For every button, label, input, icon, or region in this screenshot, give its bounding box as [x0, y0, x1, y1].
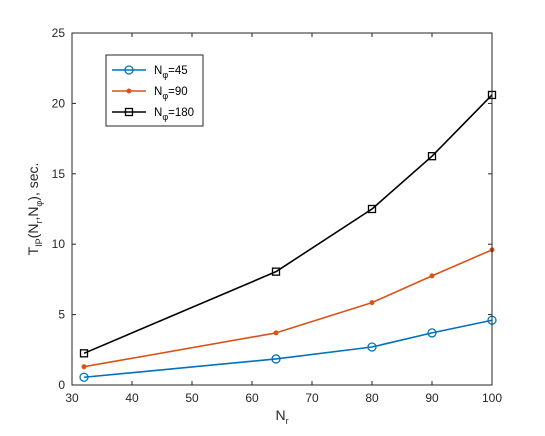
y-tick-label: 5	[58, 308, 65, 322]
data-point	[427, 152, 437, 161]
x-tick-label: 80	[365, 391, 379, 405]
y-tick-label: 15	[52, 167, 66, 181]
series-line	[83, 94, 493, 355]
series-2	[79, 90, 497, 358]
y-tick-label: 0	[58, 378, 65, 392]
x-axis-title: Nr	[275, 407, 288, 426]
data-point	[79, 349, 89, 358]
data-point	[427, 328, 437, 338]
series-line	[83, 319, 493, 379]
legend-marker	[126, 88, 132, 94]
data-point	[273, 330, 279, 336]
data-point	[367, 204, 377, 214]
data-point	[81, 364, 87, 370]
data-point	[367, 342, 377, 352]
x-tick-label: 50	[185, 391, 199, 405]
y-tick-label: 25	[52, 26, 66, 40]
x-tick-label: 40	[125, 391, 139, 405]
series-line	[83, 249, 493, 368]
data-point	[79, 372, 89, 382]
data-point	[271, 354, 281, 364]
y-tick-label: 20	[52, 96, 66, 110]
x-tick-label: 100	[482, 391, 502, 405]
legend-label: Nφ=180	[154, 107, 194, 122]
data-point	[369, 300, 375, 306]
legend-entry: Nφ=45	[112, 65, 188, 80]
data-point	[429, 273, 435, 279]
x-tick-label: 30	[65, 391, 79, 405]
x-tick-label: 60	[245, 391, 259, 405]
plot-frame	[71, 32, 493, 386]
y-tick-label: 10	[52, 237, 66, 251]
y-axis-title: TIP(Nr,Nφ), sec.	[25, 163, 44, 256]
legend-marker	[124, 65, 134, 75]
legend-marker	[124, 107, 134, 117]
legend-entry: Nφ=180	[112, 107, 194, 122]
legend-entry: Nφ=90	[112, 86, 188, 101]
series-1	[81, 247, 495, 370]
series-0	[79, 315, 497, 382]
legend-label: Nφ=90	[154, 86, 188, 101]
x-tick-label: 90	[425, 391, 439, 405]
y-axis: 0 5 10 15 20 25	[52, 26, 492, 392]
data-point	[271, 267, 281, 276]
legend-label: Nφ=45	[154, 65, 188, 80]
x-tick-label: 70	[305, 391, 319, 405]
plot-marks	[79, 90, 497, 382]
x-axis: 30 40 50 60 70 80 90 100	[65, 33, 502, 405]
legend: Nφ=45 Nφ=90 Nφ=180	[105, 54, 204, 127]
